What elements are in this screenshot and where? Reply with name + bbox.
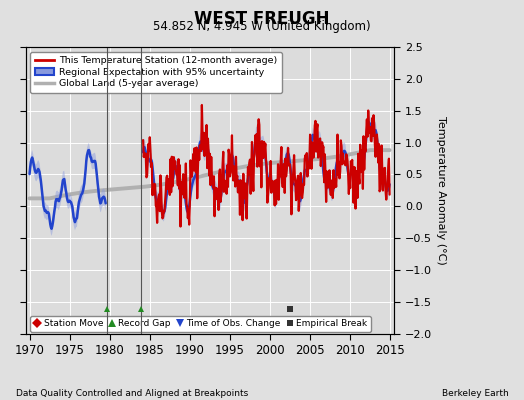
Text: WEST FREUGH: WEST FREUGH (194, 10, 330, 28)
Legend: Station Move, Record Gap, Time of Obs. Change, Empirical Break: Station Move, Record Gap, Time of Obs. C… (30, 316, 371, 332)
Text: 54.852 N, 4.945 W (United Kingdom): 54.852 N, 4.945 W (United Kingdom) (153, 20, 371, 33)
Text: Data Quality Controlled and Aligned at Breakpoints: Data Quality Controlled and Aligned at B… (16, 389, 248, 398)
Text: Berkeley Earth: Berkeley Earth (442, 389, 508, 398)
Y-axis label: Temperature Anomaly (°C): Temperature Anomaly (°C) (436, 116, 446, 265)
